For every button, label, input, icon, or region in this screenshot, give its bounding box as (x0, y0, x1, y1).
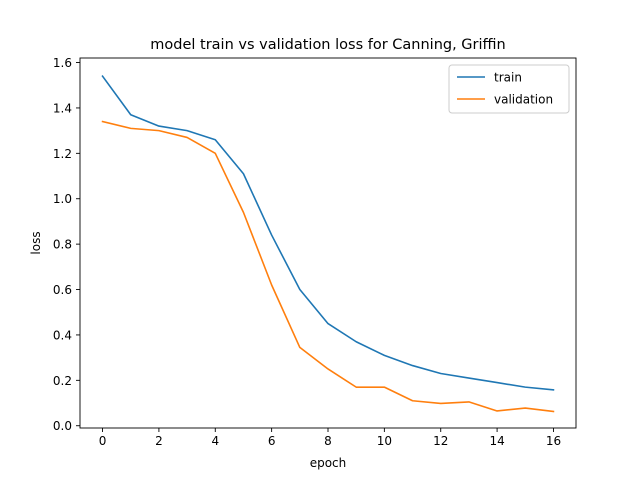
legend: train validation (448, 64, 570, 114)
y-tick-label: 0.2 (53, 374, 72, 388)
x-tick-label: 16 (546, 434, 561, 448)
x-tick-label: 8 (324, 434, 332, 448)
series-line-train (101, 75, 555, 391)
y-tick-label: 1.0 (53, 192, 72, 206)
y-tick-label: 0.8 (53, 238, 72, 252)
x-axis-label: epoch (310, 456, 347, 470)
chart-title: model train vs validation loss for Canni… (150, 37, 506, 53)
y-axis: 0.0 0.2 0.4 0.6 0.8 1.0 1.2 1.4 1.6 (53, 56, 80, 433)
legend-label-train: train (494, 71, 522, 85)
x-tick-label: 0 (99, 434, 107, 448)
y-tick-label: 1.6 (53, 56, 72, 70)
x-tick-label: 6 (268, 434, 276, 448)
y-tick-label: 0.4 (53, 328, 72, 342)
y-tick-label: 0.0 (53, 419, 72, 433)
x-tick-label: 10 (377, 434, 392, 448)
x-tick-label: 14 (489, 434, 504, 448)
x-tick-label: 12 (433, 434, 448, 448)
x-axis: 0 2 4 6 8 10 12 14 16 (99, 428, 561, 448)
y-tick-label: 1.2 (53, 147, 72, 161)
x-tick-label: 2 (155, 434, 163, 448)
y-axis-label: loss (29, 231, 43, 254)
y-tick-label: 1.4 (53, 101, 72, 115)
y-tick-label: 0.6 (53, 283, 72, 297)
plot-area (101, 75, 555, 413)
series-line-validation (101, 120, 555, 413)
x-tick-label: 4 (211, 434, 219, 448)
legend-label-validation: validation (494, 93, 553, 107)
